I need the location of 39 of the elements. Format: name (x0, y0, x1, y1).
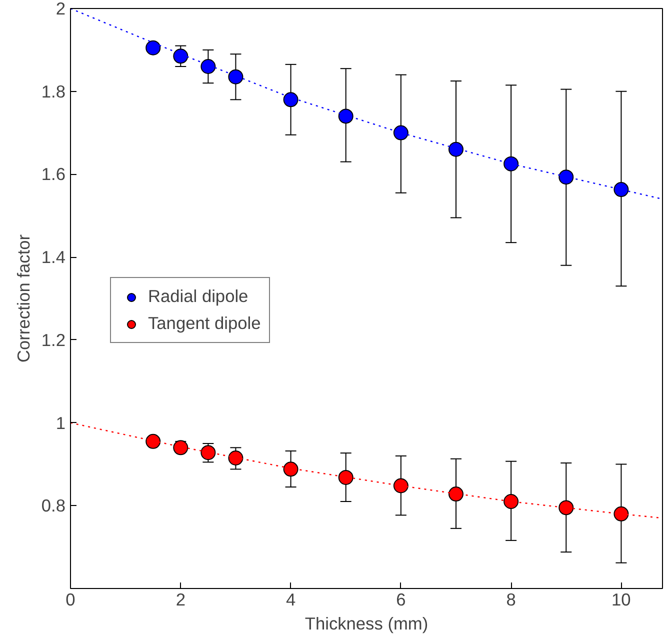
point (504, 156, 519, 172)
point (558, 500, 574, 516)
point (200, 59, 216, 74)
point (504, 494, 519, 509)
y-tick-label: 1.4 (41, 247, 66, 268)
point (558, 170, 574, 185)
point (614, 506, 629, 522)
x-tick-label: 6 (396, 590, 406, 610)
y-tick-label: 1.6 (41, 164, 66, 184)
x-tick-label: 2 (176, 590, 186, 610)
y-tick-label: 2 (56, 0, 66, 18)
point (228, 69, 244, 84)
point (173, 440, 188, 456)
x-tick-label: 0 (66, 590, 76, 610)
point (228, 450, 244, 466)
point (338, 470, 354, 485)
point (393, 125, 408, 140)
y-tick-label: 1.2 (41, 330, 66, 350)
point (173, 48, 188, 64)
y-tick-label: 1.8 (41, 81, 66, 102)
y-axis-title: Correction factor (13, 234, 34, 363)
point (146, 40, 161, 56)
point (283, 462, 298, 477)
x-tick-label: 4 (286, 590, 296, 610)
point (283, 92, 298, 108)
point (393, 478, 408, 494)
point (614, 182, 629, 198)
x-axis-title: Thickness (mm) (304, 614, 428, 634)
point (146, 434, 161, 449)
point (338, 108, 354, 124)
point (448, 142, 464, 157)
y-tick-label: 1 (56, 412, 66, 433)
legend-label: Tangent dipole (148, 313, 261, 334)
y-tick-label: 0.8 (41, 496, 66, 516)
x-tick-label: 8 (506, 590, 516, 610)
point (448, 486, 464, 502)
x-tick-label: 10 (612, 590, 631, 610)
legend-label: Radial dipole (148, 286, 248, 307)
line-series (70, 8, 662, 200)
